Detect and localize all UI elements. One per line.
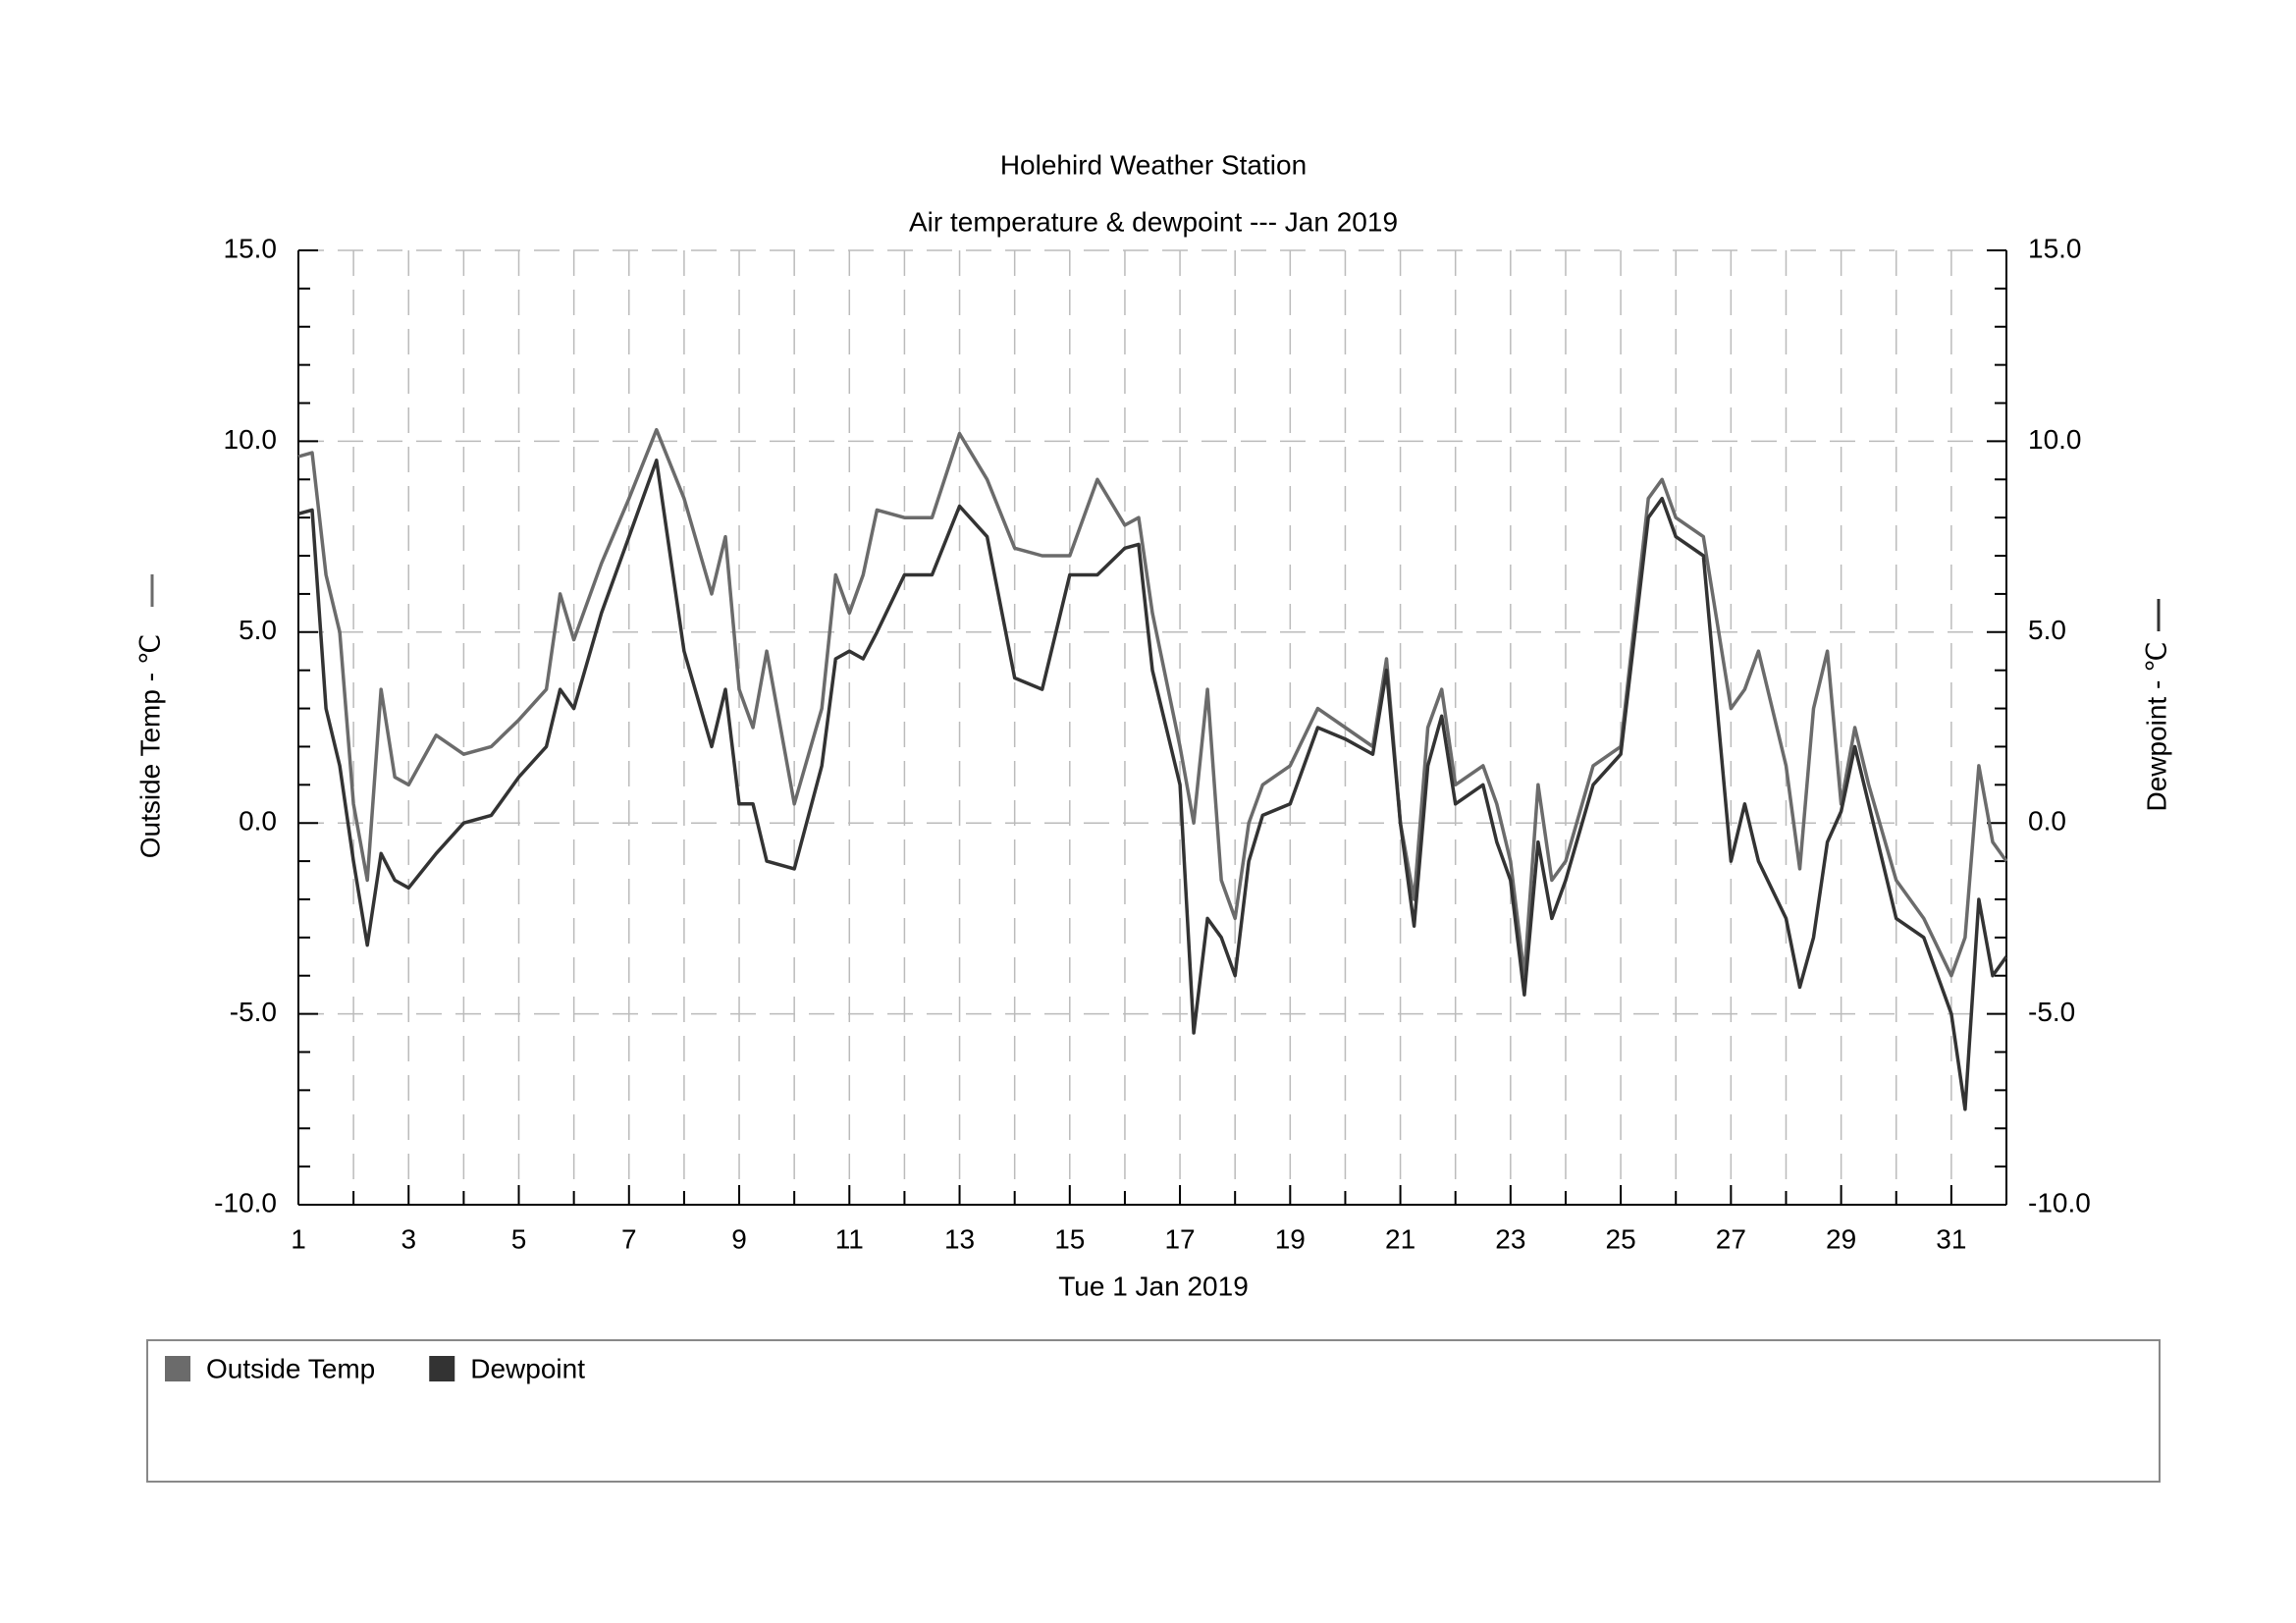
y2-tick-label: -5.0 [2028,997,2075,1027]
legend-label: Outside Temp [206,1353,375,1383]
legend-swatch [429,1356,455,1381]
chart-subtitle: Air temperature & dewpoint --- Jan 2019 [909,206,1398,237]
y2-tick-label: 5.0 [2028,615,2066,645]
x-tick-label: 5 [511,1223,527,1254]
legend-swatch [165,1356,190,1381]
y-tick-label: 15.0 [224,233,278,263]
series-line [297,427,2008,978]
x-tick-label: 23 [1495,1223,1525,1254]
x-tick-label: 29 [1826,1223,1856,1254]
y2-tick-label: 0.0 [2028,806,2066,837]
x-tick-label: 9 [731,1223,747,1254]
chart-title: Holehird Weather Station [1000,149,1307,180]
y-tick-label: -5.0 [230,997,277,1027]
x-axis-title: Tue 1 Jan 2019 [1058,1271,1249,1301]
x-tick-label: 13 [944,1223,975,1254]
x-tick-label: 11 [835,1223,864,1254]
x-tick-label: 7 [621,1223,637,1254]
x-tick-label: 15 [1054,1223,1085,1254]
y-tick-label: 5.0 [239,615,277,645]
legend-box [146,1339,2161,1483]
x-tick-label: 19 [1275,1223,1306,1254]
y-tick-label: 10.0 [224,424,278,455]
legend-label: Dewpoint [470,1353,585,1383]
x-tick-label: 31 [1936,1223,1966,1254]
x-tick-label: 21 [1385,1223,1415,1254]
y-axis-title: Outside Temp - ℃ [134,634,165,859]
y2-tick-label: 15.0 [2028,233,2082,263]
x-tick-label: 27 [1716,1223,1746,1254]
y-tick-label: -10.0 [214,1187,277,1217]
y2-axis-title: Dewpoint - ℃ [2141,641,2171,811]
x-tick-label: 25 [1606,1223,1636,1254]
x-tick-label: 1 [291,1223,306,1254]
series-line [297,459,2008,1111]
y-tick-label: 0.0 [239,806,277,837]
y2-tick-label: 10.0 [2028,424,2082,455]
x-tick-label: 17 [1164,1223,1195,1254]
y2-tick-label: -10.0 [2028,1187,2091,1217]
x-tick-label: 3 [400,1223,416,1254]
